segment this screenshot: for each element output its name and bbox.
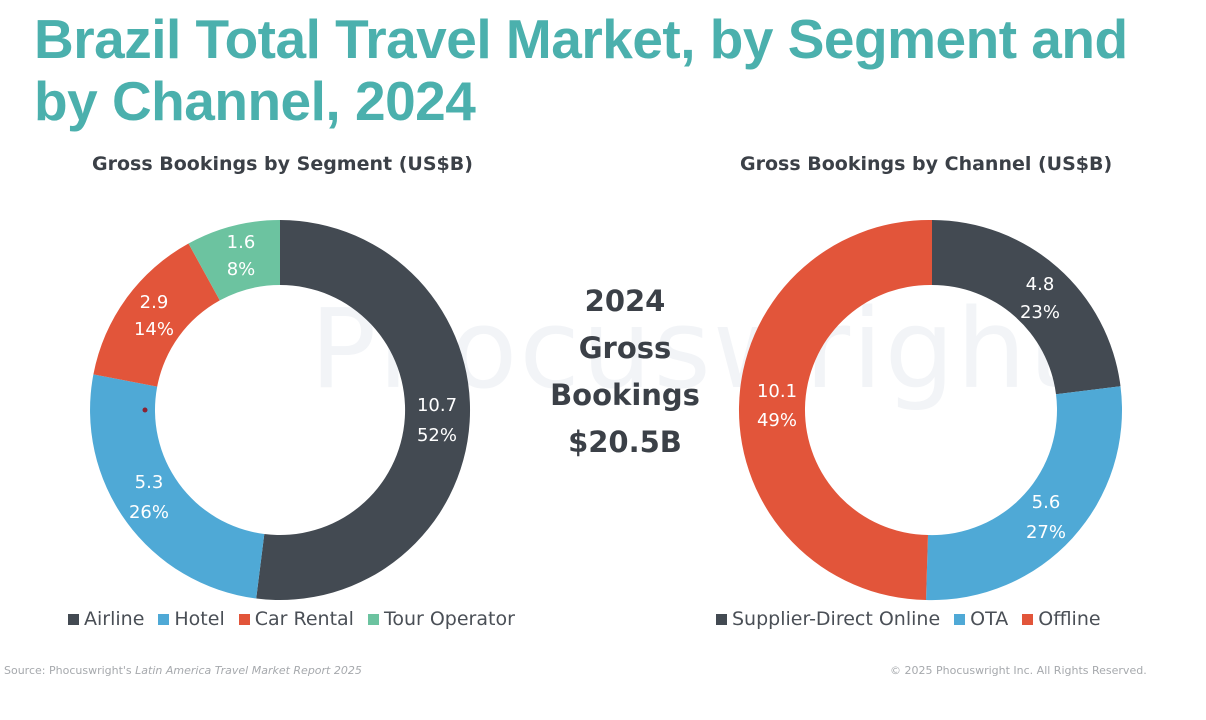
- slice-car-rental[interactable]: [93, 243, 220, 387]
- slice-airline[interactable]: [256, 220, 471, 600]
- swatch-icon: [367, 613, 379, 625]
- callout-line2: Gross: [578, 331, 672, 365]
- swatch-icon: [68, 613, 79, 625]
- legend-label: Car Rental: [254, 608, 354, 630]
- label-car-rental-value: 2.9: [140, 292, 169, 313]
- segment-legend: Airline Hotel Car Rental Tour Operator: [68, 608, 515, 630]
- legend-label: OTA: [970, 608, 1009, 630]
- total-bookings-callout: 2024 Gross Bookings $20.5B: [520, 278, 730, 466]
- legend-label: Offline: [1038, 608, 1101, 630]
- legend-label: Tour Operator: [383, 608, 515, 630]
- channel-legend: Supplier-Direct Online OTA Offline: [716, 608, 1101, 630]
- label-car-rental-pct: 14%: [134, 319, 174, 340]
- channel-donut: 4.8 23% 5.6 27% 10.1 49%: [738, 219, 1123, 601]
- marker-dot: [142, 407, 148, 413]
- callout-total: $20.5B: [568, 425, 682, 459]
- label-tour-operator-pct: 8%: [227, 259, 256, 280]
- legend-item-offline[interactable]: Offline: [1022, 608, 1101, 630]
- legend-item-hotel[interactable]: Hotel: [158, 608, 225, 630]
- label-supplier-direct-pct: 23%: [1020, 302, 1060, 323]
- segment-chart-title: Gross Bookings by Segment (US$B): [92, 153, 473, 175]
- label-ota-value: 5.6: [1032, 492, 1061, 513]
- label-supplier-direct-value: 4.8: [1026, 274, 1055, 295]
- label-hotel-pct: 26%: [129, 502, 169, 523]
- channel-chart-title: Gross Bookings by Channel (US$B): [740, 153, 1113, 175]
- swatch-icon: [238, 613, 250, 625]
- label-hotel-value: 5.3: [135, 472, 164, 493]
- swatch-icon: [716, 613, 727, 625]
- source-prefix: Source: Phocuswright's: [4, 664, 136, 677]
- legend-label: Hotel: [174, 608, 225, 630]
- label-airline-pct: 52%: [417, 425, 457, 446]
- segment-donut: 10.7 52% 5.3 26% 2.9 14% 1.6 8%: [90, 220, 471, 600]
- copyright: © 2025 Phocuswright Inc. All Rights Rese…: [890, 664, 1147, 677]
- legend-label: Airline: [84, 608, 145, 630]
- legend-item-airline[interactable]: Airline: [68, 608, 144, 630]
- callout-line3: Bookings: [550, 378, 700, 412]
- slice-supplier-direct-online[interactable]: [932, 220, 1121, 395]
- swatch-icon: [158, 613, 170, 625]
- slice-offline[interactable]: [738, 219, 932, 601]
- slice-tour-operator[interactable]: [188, 220, 281, 301]
- swatch-icon: [954, 613, 966, 625]
- slice-ota[interactable]: [926, 386, 1123, 601]
- label-offline-value: 10.1: [757, 381, 797, 402]
- legend-label: Supplier-Direct Online: [732, 608, 941, 630]
- source-title: Latin America Travel Market Report 2025: [135, 664, 362, 677]
- legend-item-car-rental[interactable]: Car Rental: [238, 608, 354, 630]
- legend-item-tour-operator[interactable]: Tour Operator: [367, 608, 515, 630]
- source-note: Source: Phocuswright's Latin America Tra…: [4, 664, 362, 677]
- legend-item-ota[interactable]: OTA: [954, 608, 1008, 630]
- label-offline-pct: 49%: [757, 410, 797, 431]
- swatch-icon: [1022, 613, 1034, 625]
- label-airline-value: 10.7: [417, 395, 457, 416]
- label-tour-operator-value: 1.6: [227, 232, 256, 253]
- callout-year: 2024: [584, 284, 666, 318]
- label-ota-pct: 27%: [1026, 522, 1066, 543]
- slice-hotel[interactable]: [90, 374, 265, 599]
- legend-item-supplier-direct-online[interactable]: Supplier-Direct Online: [716, 608, 940, 630]
- page-title: Brazil Total Travel Market, by Segment a…: [34, 8, 1128, 132]
